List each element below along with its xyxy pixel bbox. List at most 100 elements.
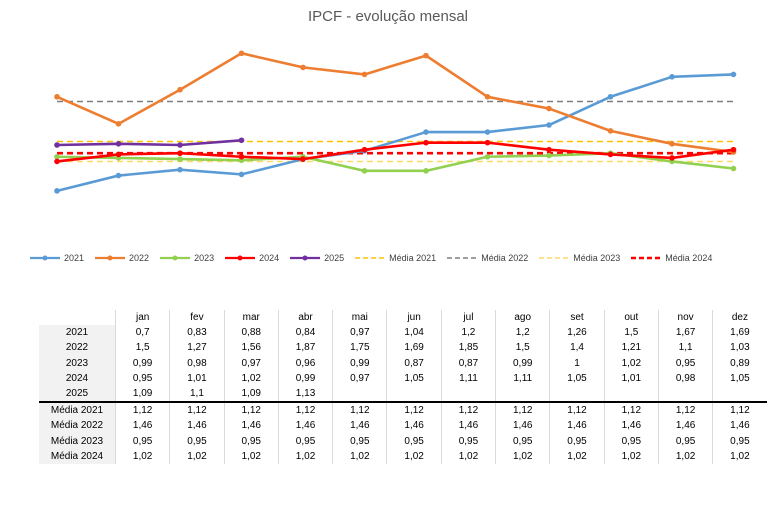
table-cell: 1,69 [712,325,767,341]
table-cell: 1,12 [495,401,550,419]
table-cell: 1,4 [549,340,605,356]
table-cell: 1,05 [712,370,767,386]
table-cell: 1,05 [386,370,442,386]
table-cell: 0,95 [277,433,333,449]
table-cell: 1,12 [386,401,442,419]
table-cell: 1,2 [495,325,550,341]
legend-label: 2023 [194,253,215,263]
series-line [56,141,734,163]
table-cell: 0,99 [332,355,387,371]
row-header: 2022 [39,340,116,356]
table-cell [332,385,387,403]
data-point [54,153,60,160]
data-point [423,168,429,174]
table-row: Média 2023 0,95 0,95 0,95 0,95 0,95 0,95 0,95 0,… [39,433,767,449]
data-point [177,156,183,162]
table-row: 2022 1,5 1,27 1,56 1,87 1,75 1,69 1,85 1,5 1,4 1,2… [39,340,767,356]
data-point [484,93,491,100]
legend-label: 2021 [64,253,85,263]
data-point [177,150,183,157]
data-point [730,165,737,172]
table-cell: 1,09 [114,385,170,403]
data-point [669,74,675,80]
legend-label: 2022 [129,253,150,263]
table-cell: 1,02 [440,448,496,464]
column-header: set [549,310,605,326]
data-point [54,188,60,194]
legend-item: Média 2024 [631,253,712,263]
table-cell: 1,11 [440,370,496,386]
table-cell: 0,7 [114,325,170,341]
table-cell: 1,02 [603,448,659,464]
data-point [177,166,183,173]
table-row: 2025 1,09 1,1 1,09 1,13 [39,385,767,403]
data-point [177,142,183,148]
column-header: mai [332,310,387,326]
column-header: nov [657,310,713,326]
table-cell: 1,5 [114,340,170,356]
legend-item: 2023 [160,253,214,263]
table-cell: 0,95 [223,433,279,449]
data-point [484,153,491,160]
table-cell: 1,12 [114,401,170,419]
table-cell: 1,69 [386,340,442,356]
table-cell: 1 [549,355,605,371]
table-cell: 1,21 [603,340,659,356]
table-header-row: jan fev mar abr mai jun jul ago set out nov dez [39,310,767,326]
table-cell: 1,13 [277,385,333,403]
legend-item: Média 2021 [355,253,436,263]
table-cell: 1,1 [657,340,713,356]
legend-item: 2025 [290,253,344,263]
table-cell: 0,95 [169,433,225,449]
data-point [730,146,737,153]
table-cell: 1,27 [169,340,225,356]
table-cell: 1,05 [549,370,605,386]
table-cell: 1,46 [657,418,713,434]
data-point [177,86,183,93]
table-cell: 1,2 [440,325,496,341]
table-cell [712,385,767,403]
table-cell: 0,84 [277,325,333,341]
column-header: abr [277,310,333,326]
table-cell: 1,11 [495,370,550,386]
table-cell: 0,95 [440,433,496,449]
table-cell: 1,5 [495,340,550,356]
data-point [115,141,122,147]
table-cell [603,385,659,403]
legend-label: 2025 [324,253,345,263]
table-cell: 0,95 [114,433,170,449]
table-cell: 1,12 [603,401,659,419]
table-cell: 1,46 [277,418,333,434]
table-cell: 1,46 [169,418,225,434]
table-cell: 0,99 [114,355,170,371]
data-point [238,50,245,57]
table-cell: 1,1 [169,385,225,403]
table-cell: 1,46 [549,418,605,434]
data-point [546,146,552,153]
table-cell: 1,09 [223,385,279,403]
legend-label: 2024 [259,253,280,263]
data-point [423,129,429,135]
series-2025 [54,137,245,148]
data-point [607,128,614,134]
data-point [546,152,552,159]
series-2022 [54,50,737,155]
table-cell: 1,02 [169,448,225,464]
table-cell: 1,02 [712,448,767,464]
data-point [730,71,737,78]
legend-swatch [290,255,321,261]
table-cell: 1,12 [169,401,225,419]
data-point [238,171,245,178]
table-cell: 0,89 [712,355,767,371]
table-row: 2023 0,99 0,98 0,97 0,96 0,99 0,87 0,87 0,99 1 1,0… [39,355,767,371]
table-cell: 1,46 [223,418,279,434]
table-cell: 1,02 [603,355,659,371]
table-row: Média 2021 1,12 1,12 1,12 1,12 1,12 1,12 1,12 1,… [39,401,767,419]
data-point [54,142,60,148]
table-cell: 0,95 [386,433,442,449]
table-cell: 1,02 [332,448,387,464]
line-chart [54,50,737,194]
data-point [361,71,368,78]
series-line [56,51,734,154]
table-cell: 1,46 [114,418,170,434]
